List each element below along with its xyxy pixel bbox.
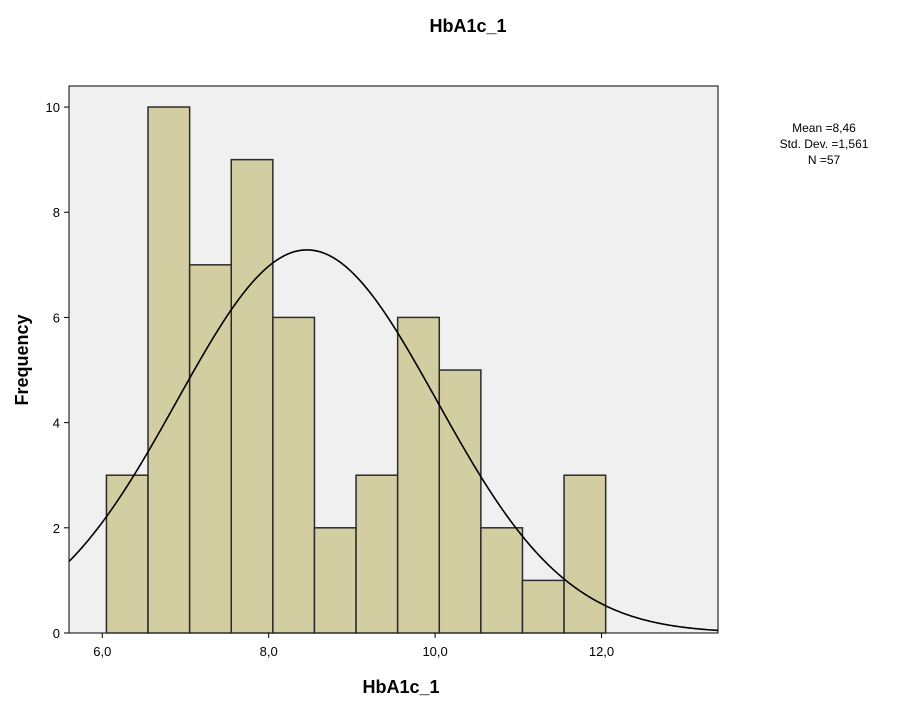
histogram-bar-8: [438, 369, 482, 634]
normal-curve: [68, 249, 719, 632]
histogram-bar-7: [396, 316, 441, 634]
y-axis: 0 2 4 6 8 10: [46, 100, 69, 641]
y-tick-label-1: 2: [53, 521, 60, 536]
histogram-bar-11: [563, 474, 607, 634]
x-tick-label-3: 12,0: [589, 644, 614, 659]
histogram-bar-4: [272, 316, 316, 634]
chart-title: HbA1c_1: [429, 16, 506, 36]
x-tick-label-2: 10,0: [422, 644, 447, 659]
histogram-bar-9: [480, 527, 524, 634]
x-tick-label-0: 6,0: [93, 644, 111, 659]
histogram-bar-10: [521, 579, 565, 634]
stats-std-dev: Std. Dev. =1,561: [780, 137, 869, 151]
histogram-bar-3: [230, 158, 274, 634]
histogram-bar-5: [313, 527, 357, 634]
histogram-bar-1: [147, 106, 191, 634]
histogram-bar-0: [105, 474, 149, 634]
y-tick-label-5: 10: [46, 100, 60, 115]
y-tick-label-3: 6: [53, 310, 60, 325]
stats-n: N =57: [808, 153, 841, 167]
y-tick-label-2: 4: [53, 416, 60, 431]
y-axis-title: Frequency: [12, 314, 32, 405]
x-axis: 6,0 8,0 10,0 12,0: [93, 633, 614, 659]
x-axis-title: HbA1c_1: [362, 677, 439, 697]
y-tick-label-0: 0: [53, 626, 60, 641]
bars-group: [105, 106, 607, 634]
y-tick-label-4: 8: [53, 205, 60, 220]
stats-box: Mean =8,46 Std. Dev. =1,561 N =57: [780, 121, 869, 167]
x-tick-label-1: 8,0: [260, 644, 278, 659]
histogram-bar-6: [355, 474, 399, 634]
stats-mean: Mean =8,46: [792, 121, 856, 135]
